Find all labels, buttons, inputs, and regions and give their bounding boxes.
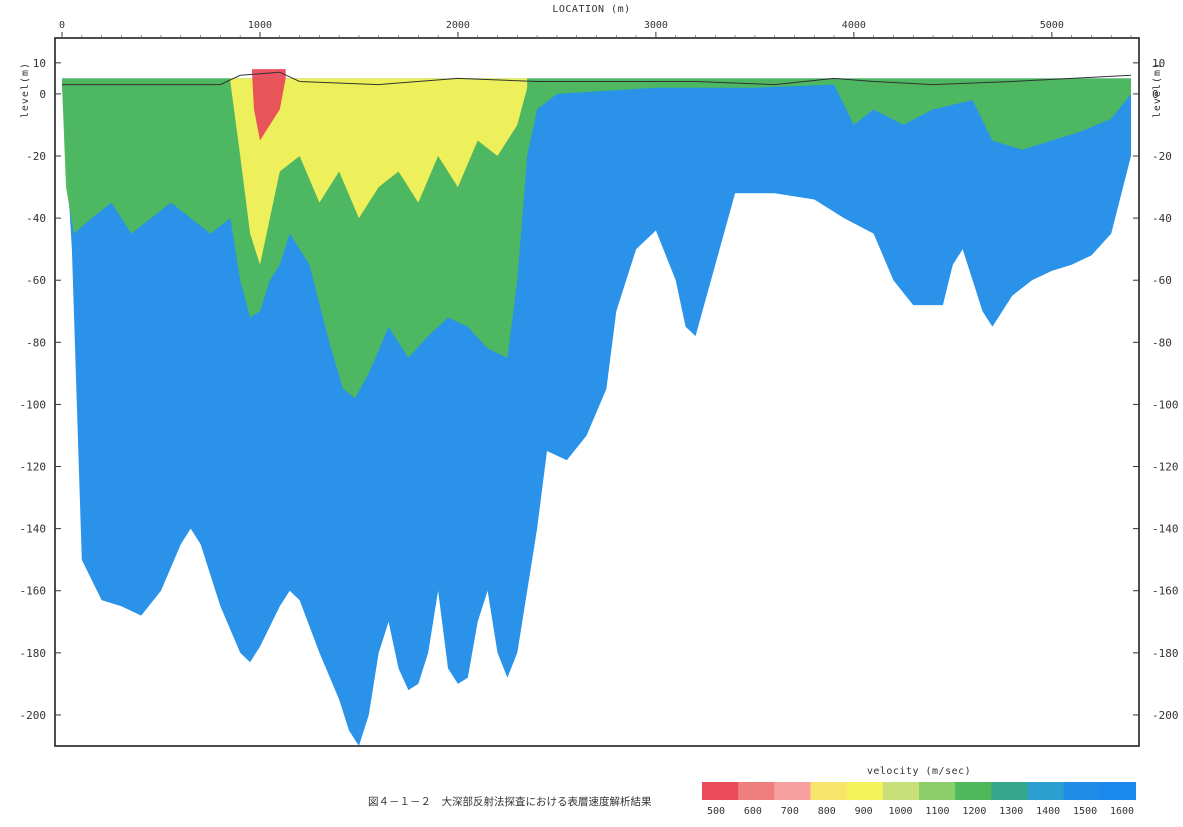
y-tick-label-left: -140 <box>20 523 47 536</box>
x-tick-label: 0 <box>59 20 65 31</box>
legend-tick-label: 1000 <box>888 806 913 817</box>
legend-swatch <box>919 782 956 800</box>
y-tick-label-right: -100 <box>1152 398 1179 411</box>
y-tick-label-left: -160 <box>20 585 47 598</box>
y-tick-label-left: -200 <box>20 709 47 722</box>
y-tick-label-right: -20 <box>1152 150 1172 163</box>
plot-frame <box>54 37 1140 747</box>
legend-swatch <box>1099 782 1136 800</box>
legend-swatch <box>846 782 884 800</box>
legend-swatch <box>991 782 1028 800</box>
y-tick-label-left: -80 <box>26 336 46 349</box>
y-tick-label-left: -120 <box>20 461 47 474</box>
legend-swatch <box>1063 782 1101 800</box>
y-tick-label-left: -60 <box>26 274 46 287</box>
legend-tick-label: 1400 <box>1036 806 1061 817</box>
legend-tick-label: 1500 <box>1073 806 1098 817</box>
y-tick-label-left: -40 <box>26 212 46 225</box>
legend-tick-label: 600 <box>743 806 762 817</box>
x-tick-label: 5000 <box>1040 20 1064 31</box>
legend-swatch <box>955 782 992 800</box>
x-tick-label: 1000 <box>248 20 272 31</box>
y-tick-label-left: 10 <box>33 57 46 70</box>
velocity-zone-900 <box>230 78 528 265</box>
y-tick-label-right: -40 <box>1152 212 1172 225</box>
legend-title: velocity (m/sec) <box>866 766 972 777</box>
figure-caption: 図４－１－２ 大深部反射法探査における表層速度解析結果 <box>368 796 652 808</box>
y-tick-label-right: 0 <box>1152 88 1159 101</box>
legend-swatch <box>774 782 811 800</box>
legend-tick-label: 1600 <box>1109 806 1135 817</box>
velocity-zone-500 <box>252 69 286 141</box>
x-tick-label: 2000 <box>446 20 470 31</box>
y-tick-label-left: -180 <box>20 647 47 660</box>
y-tick-label-left: -20 <box>26 150 46 163</box>
legend-tick-label: 800 <box>817 806 836 817</box>
y-tick-label-right: -160 <box>1152 585 1179 598</box>
y-tick-label-right: -80 <box>1152 336 1172 349</box>
y-tick-label-right: -200 <box>1152 709 1179 722</box>
y-tick-label-left: 0 <box>39 88 46 101</box>
legend-tick-label: 900 <box>854 806 873 817</box>
x-axis-title: LOCATION (m) <box>552 4 631 15</box>
y-tick-label-left: -100 <box>20 398 47 411</box>
legend-swatch <box>1027 782 1065 800</box>
legend-swatch <box>738 782 775 800</box>
legend-tick-labels: 500 600 700 800 900 1000 1100 1200 1300 1400 1500 1… <box>702 806 1136 820</box>
legend-tick-label: 1300 <box>999 806 1024 817</box>
legend-tick-label: 1200 <box>962 806 987 817</box>
legend-swatch <box>702 782 739 800</box>
legend-swatch <box>810 782 848 800</box>
legend-tick-label: 500 <box>706 806 726 817</box>
legend-tick-label: 700 <box>780 806 799 817</box>
ground-surface-line <box>62 71 1132 86</box>
y-tick-label-right: -180 <box>1152 647 1179 660</box>
y-tick-label-right: -120 <box>1152 461 1179 474</box>
x-tick-label: 4000 <box>842 20 866 31</box>
legend-swatch <box>882 782 920 800</box>
y-tick-label-right: 10 <box>1152 57 1165 70</box>
y-tick-label-right: -60 <box>1152 274 1172 287</box>
legend-tick-label: 1100 <box>925 806 950 817</box>
legend-color-bar <box>702 782 1136 800</box>
x-tick-label: 3000 <box>644 20 668 31</box>
y-tick-label-right: -140 <box>1152 523 1179 536</box>
